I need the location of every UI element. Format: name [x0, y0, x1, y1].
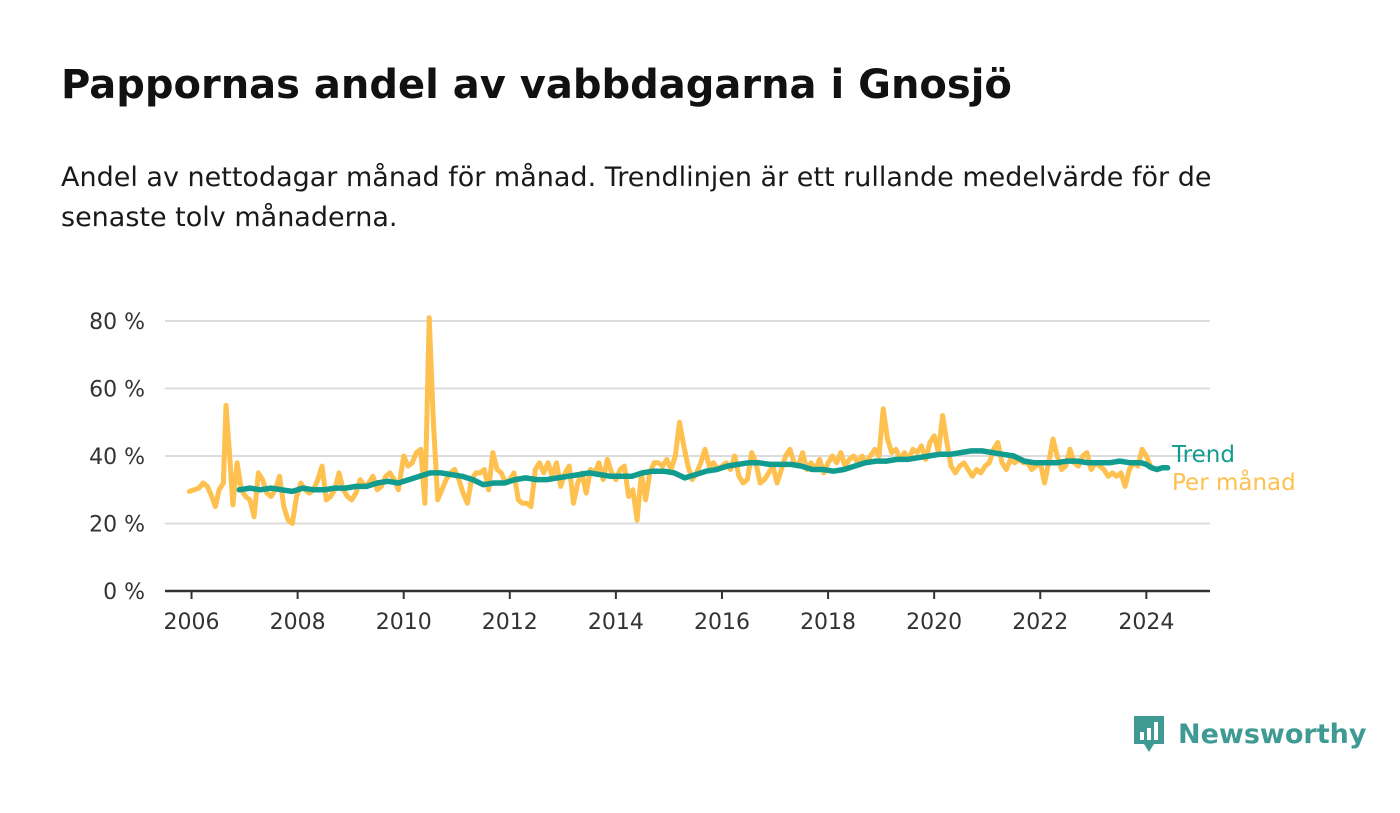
- x-tick-label: 2008: [270, 610, 326, 635]
- x-tick-label: 2012: [482, 610, 538, 635]
- series-line-per-manad: [186, 315, 1154, 526]
- y-tick-label: 60 %: [89, 378, 145, 403]
- x-tick-label: 2010: [376, 610, 432, 635]
- grid-lines: [165, 320, 1210, 525]
- newsworthy-logo: Newsworthy: [1132, 712, 1366, 756]
- y-tick-label: 80 %: [89, 310, 145, 335]
- chart-subtitle: Andel av nettodagar månad för månad. Tre…: [61, 162, 1212, 233]
- y-tick-label: 40 %: [89, 445, 145, 470]
- series-lines: [186, 315, 1171, 526]
- chart-title: Pappornas andel av vabbdagarna i Gnosjö: [61, 62, 1012, 108]
- logo-text: Newsworthy: [1178, 718, 1367, 750]
- newsworthy-logo-icon: [1134, 716, 1164, 752]
- x-tick-label: 2020: [906, 610, 962, 635]
- x-tick-label: 2022: [1012, 610, 1068, 635]
- x-tick-label: 2018: [800, 610, 856, 635]
- x-tick-label: 2016: [694, 610, 750, 635]
- x-tick-label: 2006: [164, 610, 220, 635]
- y-axis-ticks: 0 % 20 % 40 % 60 % 80 %: [89, 310, 145, 605]
- x-axis: 2006 2008 2010 2012 2014 2016 2018 2020 2022 2024: [164, 589, 1210, 635]
- legend-label-per-manad: Per månad: [1172, 468, 1296, 496]
- line-chart: 0 % 20 % 40 % 60 % 80 % 2006 2008 2010 2012 2014…: [89, 310, 1296, 635]
- x-tick-label: 2014: [588, 610, 644, 635]
- legend-label-trend: Trend: [1171, 442, 1235, 468]
- series-line-trend: [236, 448, 1171, 495]
- y-tick-label: 20 %: [89, 513, 145, 538]
- x-tick-label: 2024: [1118, 610, 1174, 635]
- y-tick-label: 0 %: [103, 580, 145, 605]
